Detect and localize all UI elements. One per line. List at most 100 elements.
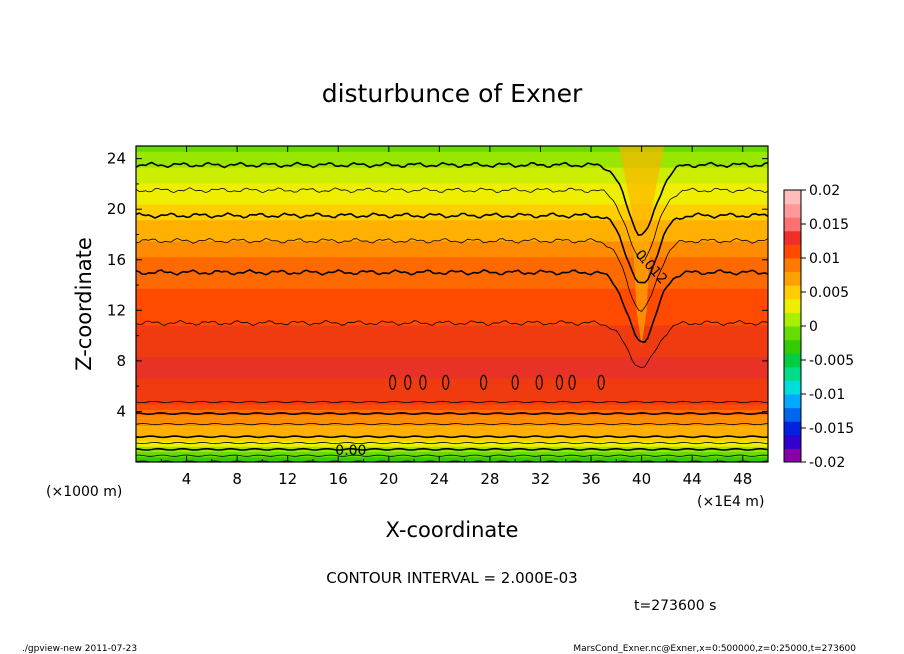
x-tick-label: 48: [733, 470, 752, 488]
x-tick-label: 20: [379, 470, 398, 488]
colorbar-tick-label: -0.02: [809, 455, 845, 471]
color-band: [136, 214, 768, 221]
color-band: [136, 377, 768, 384]
y-tick-label: 16: [107, 251, 126, 269]
colorbar-swatch: [784, 285, 801, 300]
closed-contour: [388, 374, 397, 390]
color-band: [136, 146, 768, 152]
contour-line: [136, 447, 768, 451]
color-band: [136, 398, 768, 405]
color-band: [136, 309, 768, 316]
closed-contour: [597, 374, 605, 390]
contour-line: [136, 435, 768, 439]
color-band: [136, 325, 768, 331]
contour-line: [136, 400, 768, 404]
color-band: [136, 288, 768, 295]
contour-line: [136, 319, 768, 369]
contour-line: [136, 454, 768, 457]
colorbar-tick-label: 0.02: [809, 183, 840, 199]
colorbar-swatch: [784, 203, 801, 218]
color-band: [136, 256, 768, 263]
colorbar-tick-label: 0.01: [809, 251, 840, 267]
colorbar-tick-label: 0: [809, 319, 818, 335]
footer-right: MarsCond_Exner.nc@Exner,x=0:500000,z=0:2…: [573, 644, 856, 654]
color-band: [136, 167, 768, 173]
color-band: [136, 172, 768, 179]
contour-line: [136, 441, 768, 445]
colorbar-swatch: [784, 366, 801, 381]
colorbar-tick-label: 0.015: [809, 217, 849, 233]
y-tick-label: 24: [107, 150, 126, 168]
color-band: [136, 298, 768, 305]
colorbar-tick-label: -0.005: [809, 353, 854, 369]
color-band: [136, 188, 768, 194]
dip-region: [618, 146, 665, 346]
color-band: [136, 293, 768, 300]
colorbar-swatch: [784, 244, 801, 259]
contour-line: [136, 422, 768, 426]
y-tick-label: 20: [107, 200, 126, 218]
x-tick-label: 24: [430, 470, 449, 488]
x-tick-label: 44: [683, 470, 702, 488]
chart-title: disturbunce of Exner: [322, 79, 583, 108]
color-band: [136, 182, 768, 189]
color-band: [136, 451, 768, 458]
y-axis-title: Z-coordinate: [72, 237, 96, 371]
colorbar-swatch: [784, 258, 801, 273]
color-band: [136, 251, 768, 258]
y-tick-label: 8: [116, 352, 126, 370]
contour-line: [136, 237, 768, 312]
colorbar-swatch: [784, 271, 801, 286]
color-band: [136, 361, 768, 368]
color-band: [136, 393, 768, 400]
color-band: [136, 419, 768, 426]
color-band: [136, 209, 768, 216]
color-band: [136, 225, 768, 231]
contour-line: [136, 187, 768, 262]
y-tick-label: 12: [107, 301, 126, 319]
color-band: [136, 314, 768, 321]
color-band: [136, 151, 768, 158]
color-band: [136, 456, 768, 462]
x-tick-label: 32: [531, 470, 550, 488]
color-band: [136, 282, 768, 289]
closed-contour: [568, 374, 576, 390]
colorbar-swatch: [784, 421, 801, 436]
contour-line: [136, 212, 768, 284]
colorbar-swatch: [784, 394, 801, 409]
x-tick-label: 16: [329, 470, 348, 488]
color-band: [136, 330, 768, 337]
color-band: [136, 219, 768, 226]
colorbar-tick-label: 0.005: [809, 285, 849, 301]
x-tick-label: 4: [182, 470, 192, 488]
color-band: [136, 440, 768, 447]
colorbar-swatch: [784, 353, 801, 368]
color-band: [136, 430, 768, 437]
x-tick-label: 8: [232, 470, 242, 488]
colorbar-swatch: [784, 298, 801, 313]
color-band: [136, 230, 768, 237]
color-band: [136, 246, 768, 252]
color-band: [136, 177, 768, 184]
contour-line: [136, 161, 768, 237]
color-band: [136, 277, 768, 284]
plot-frame: [135, 145, 769, 463]
color-band: [136, 203, 768, 210]
contour-label: 0.00: [335, 443, 366, 459]
colorbar-tick-label: -0.015: [809, 421, 854, 437]
color-band: [136, 346, 768, 352]
y-unit-label: (×1000 m): [46, 484, 122, 500]
colorbar-swatch: [784, 448, 801, 463]
contour-lines: [136, 161, 768, 462]
colorbar-swatch: [784, 407, 801, 422]
color-bands: [136, 146, 768, 462]
color-band: [136, 235, 768, 242]
color-band: [136, 414, 768, 421]
colorbar-swatch: [784, 230, 801, 245]
time-stamp: t=273600 s: [634, 598, 716, 614]
closed-contour: [404, 374, 412, 390]
colorbar-swatch: [784, 380, 801, 395]
color-band: [136, 340, 768, 347]
color-band: [136, 261, 768, 268]
